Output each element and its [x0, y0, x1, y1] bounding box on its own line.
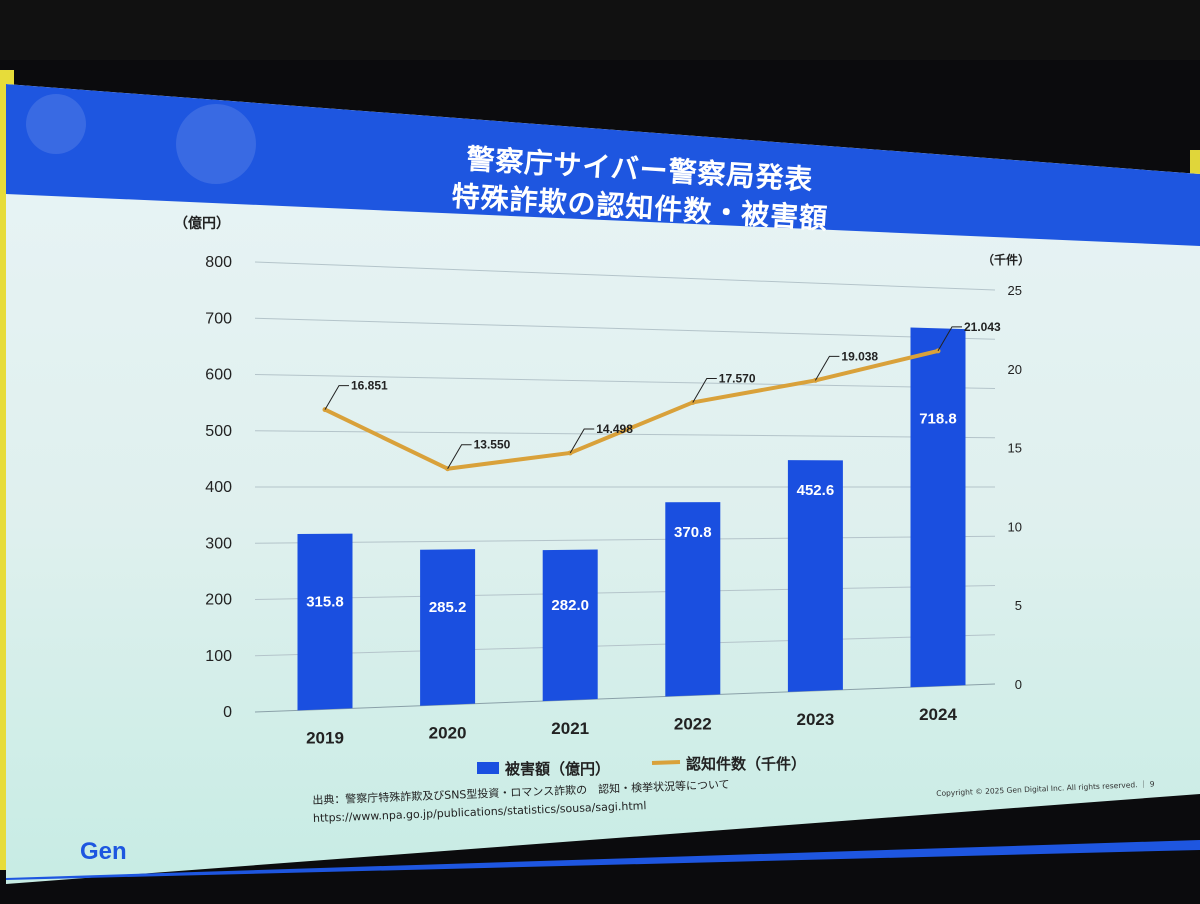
decor-bubble — [26, 94, 86, 154]
line-data-label: 13.550 — [474, 438, 511, 452]
y-tick-label: 600 — [205, 367, 232, 384]
y2-tick-label: 15 — [1008, 441, 1022, 456]
page-divider: ｜ — [1139, 779, 1150, 790]
legend-label-bar: 被害額（億円） — [505, 760, 610, 778]
gridline — [254, 535, 996, 544]
y-tick-label: 300 — [205, 535, 232, 552]
line-data-label: 19.038 — [841, 349, 878, 363]
bar — [910, 327, 966, 688]
line-data-label: 16.851 — [351, 379, 388, 393]
legend-swatch-line — [651, 760, 681, 765]
y-tick-label: 700 — [205, 310, 232, 327]
line-label-leader — [447, 444, 472, 469]
y-tick-label: 100 — [205, 648, 232, 665]
bar — [542, 549, 598, 702]
y2-tick-label: 10 — [1008, 519, 1022, 534]
gridline — [254, 634, 996, 657]
bar-data-label: 285.2 — [429, 599, 467, 616]
y2-tick-label: 20 — [1008, 362, 1022, 377]
legend-swatch-bar — [477, 762, 499, 774]
line-data-label: 21.043 — [964, 320, 1001, 334]
y-tick-label: 400 — [205, 479, 232, 496]
y-tick-label: 500 — [205, 423, 232, 440]
y2-tick-label: 0 — [1015, 677, 1022, 692]
bar-data-label: 718.8 — [919, 410, 957, 427]
bar-data-label: 282.0 — [551, 597, 589, 614]
decor-bubble — [176, 104, 256, 184]
y-tick-label: 0 — [223, 704, 232, 721]
line-label-leader — [814, 355, 840, 381]
x-tick-label: 2019 — [306, 728, 344, 747]
line-label-leader — [324, 385, 349, 410]
y2-tick-label: 5 — [1015, 598, 1022, 613]
bar-data-label: 452.6 — [797, 482, 835, 499]
y-tick-label: 200 — [205, 592, 232, 609]
gridline — [254, 261, 996, 291]
bar — [420, 549, 476, 706]
gridline — [254, 683, 996, 713]
y-tick-label: 800 — [205, 254, 232, 271]
x-tick-label: 2023 — [796, 710, 834, 729]
line-series — [324, 348, 939, 471]
page-number: 9 — [1149, 779, 1155, 789]
room-background — [0, 0, 1200, 60]
x-tick-label: 2024 — [919, 705, 957, 724]
legend-label-line: 認知件数（千件） — [686, 755, 806, 773]
line-data-label: 14.498 — [596, 422, 633, 436]
x-tick-label: 2022 — [674, 714, 712, 733]
line-label-leader — [937, 326, 962, 352]
gridline — [254, 430, 996, 439]
bar — [297, 533, 353, 711]
gridline — [254, 374, 996, 389]
gen-logo: Gen — [80, 838, 127, 865]
bar — [787, 460, 843, 692]
bar-data-label: 370.8 — [674, 524, 712, 541]
y2-axis-unit-label: （千件） — [982, 252, 1030, 267]
y-axis-unit-label: （億円） — [174, 215, 230, 231]
line-label-leader — [569, 428, 595, 454]
bar-data-label: 315.8 — [306, 594, 344, 611]
bar — [665, 502, 721, 697]
gridline — [254, 317, 996, 340]
y2-tick-label: 25 — [1008, 283, 1022, 298]
line-label-leader — [692, 377, 717, 403]
x-tick-label: 2021 — [551, 719, 589, 738]
line-data-label: 17.570 — [719, 371, 756, 385]
chart-legend: 被害額（億円） 認知件数（千件） — [477, 755, 806, 778]
x-tick-label: 2020 — [429, 724, 467, 743]
gridline — [254, 585, 996, 600]
